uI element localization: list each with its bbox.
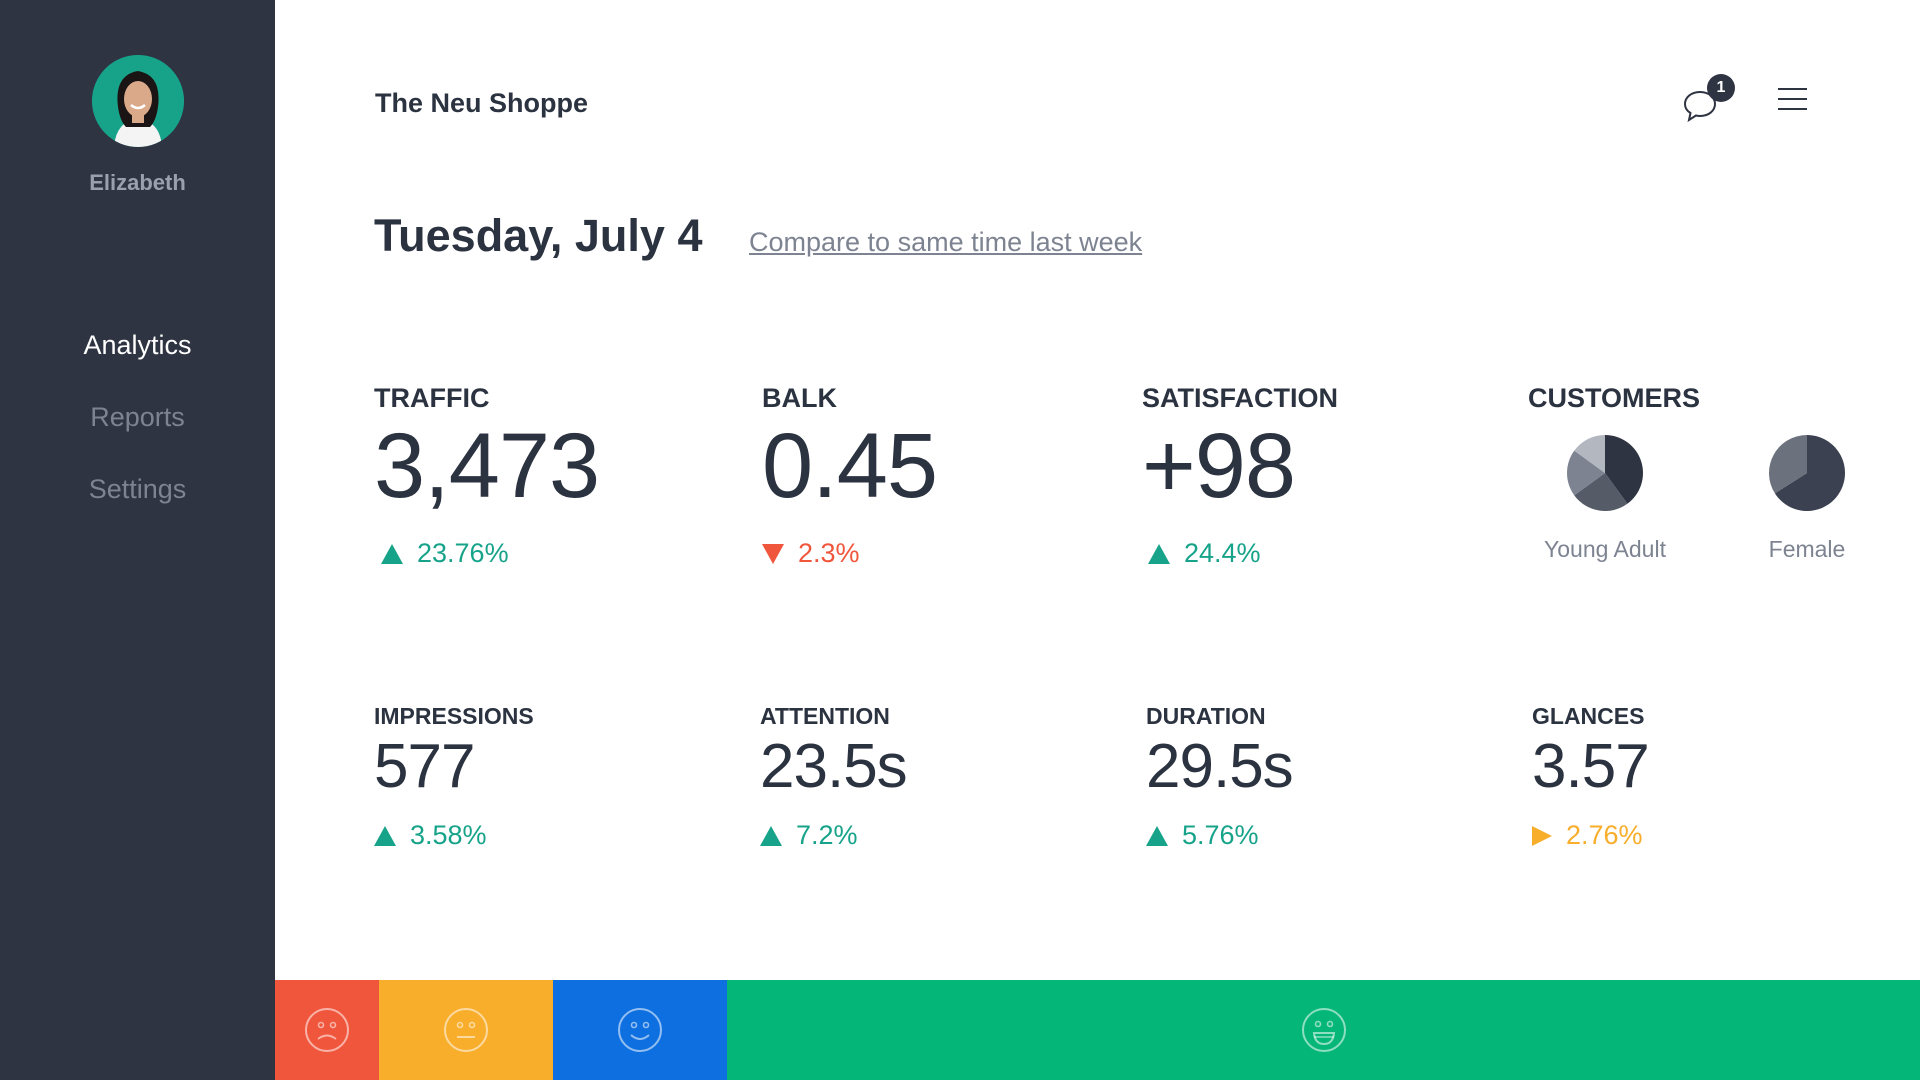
- metric-change: 2.76%: [1532, 820, 1649, 851]
- arrow-up-icon: [381, 543, 403, 564]
- arrow-up-icon: [760, 825, 782, 846]
- arrow-down-icon: [762, 543, 784, 564]
- main-content: The Neu Shoppe 1 Tuesday, July 4 Compare…: [275, 0, 1920, 980]
- compare-link[interactable]: Compare to same time last week: [749, 227, 1143, 257]
- metric-duration: DURATION 29.5s 5.76%: [1146, 703, 1294, 851]
- arrow-up-icon: [374, 825, 396, 846]
- metric-label: TRAFFIC: [374, 383, 490, 413]
- metric-label: SATISFACTION: [1142, 383, 1339, 413]
- mood-segment-happy[interactable]: [553, 980, 728, 1080]
- notifications-button[interactable]: 1: [1682, 74, 1735, 128]
- pie-young-adult: Young Adult: [1530, 435, 1680, 563]
- metric-change-value: 23.76%: [417, 538, 509, 568]
- metric-customers: CUSTOMERS: [1528, 383, 1700, 414]
- pie-slice: [1774, 435, 1845, 511]
- metric-label: CUSTOMERS: [1528, 383, 1701, 413]
- metric-value: 23.5s: [760, 732, 908, 801]
- pie-label: Female: [1768, 536, 1846, 562]
- neutral-face-icon: [444, 1008, 489, 1052]
- metric-value: 29.5s: [1146, 732, 1294, 801]
- metric-change-value: 7.2%: [796, 820, 858, 850]
- pie-slice: [1567, 450, 1605, 496]
- page-date: Tuesday, July 4: [374, 210, 703, 261]
- metric-change: 5.76%: [1146, 820, 1293, 851]
- metric-change-value: 3.58%: [410, 820, 487, 850]
- metric-label: BALK: [762, 383, 837, 413]
- pie-slice: [1605, 435, 1643, 504]
- arrow-up-icon: [1148, 543, 1170, 564]
- pie-label: Young Adult: [1544, 536, 1666, 562]
- nav-item-reports[interactable]: Reports: [90, 402, 185, 432]
- metric-value: 577: [374, 732, 475, 801]
- menu-line: [1778, 88, 1807, 90]
- metric-change: 24.4%: [1148, 538, 1338, 569]
- mood-bar: [275, 980, 1920, 1080]
- metric-attention: ATTENTION 23.5s 7.2%: [760, 703, 908, 851]
- nav-item-settings[interactable]: Settings: [88, 474, 187, 504]
- metric-value: 3,473: [374, 415, 600, 517]
- metric-change: 2.3%: [762, 538, 937, 569]
- nav-item-analytics[interactable]: Analytics: [83, 330, 192, 360]
- metric-change-value: 24.4%: [1184, 538, 1261, 568]
- mood-segment-neutral[interactable]: [379, 980, 554, 1080]
- metric-balk: BALK 0.45 2.3%: [762, 383, 938, 569]
- avatar-portrait: [92, 55, 184, 147]
- pie-slice: [1769, 435, 1807, 494]
- metric-change-value: 2.76%: [1566, 820, 1643, 850]
- smile-face-icon: [618, 1008, 663, 1052]
- grin-face-icon: [1301, 1008, 1346, 1052]
- metric-label: IMPRESSIONS: [374, 703, 534, 729]
- menu-line: [1778, 98, 1807, 100]
- metric-glances: GLANCES 3.57 2.76%: [1532, 703, 1650, 851]
- metric-label: DURATION: [1146, 703, 1266, 729]
- metric-value: 3.57: [1532, 732, 1650, 801]
- username: Elizabeth: [89, 170, 186, 195]
- pie-female: Female: [1752, 435, 1862, 563]
- shop-name: The Neu Shoppe: [375, 88, 589, 118]
- metric-change-value: 5.76%: [1182, 820, 1259, 850]
- metric-change: 23.76%: [381, 538, 599, 569]
- menu-line: [1778, 108, 1807, 110]
- sad-face-icon: [305, 1008, 350, 1052]
- pie-slice: [1574, 473, 1628, 511]
- notification-badge: 1: [1707, 74, 1735, 102]
- metric-traffic: TRAFFIC 3,473 23.76%: [374, 383, 600, 569]
- metric-change: 7.2%: [760, 820, 907, 851]
- metric-satisfaction: SATISFACTION +98 24.4%: [1142, 383, 1338, 569]
- metric-change-value: 2.3%: [798, 538, 860, 568]
- pie-chart-young-adult: [1567, 435, 1643, 511]
- sidebar: Elizabeth Analytics Reports Settings: [0, 0, 275, 1080]
- sidebar-nav: Analytics Reports Settings: [0, 325, 275, 541]
- customer-pies: Young Adult Female: [1530, 435, 1920, 585]
- metric-value: +98: [1142, 415, 1296, 517]
- mood-segment-very-happy[interactable]: [727, 980, 1920, 1080]
- mood-segment-sad[interactable]: [275, 980, 380, 1080]
- metric-label: ATTENTION: [760, 703, 890, 729]
- metric-change: 3.58%: [374, 820, 534, 851]
- avatar[interactable]: [92, 55, 184, 147]
- pie-slice: [1574, 435, 1605, 473]
- arrow-right-icon: [1532, 825, 1552, 846]
- metric-impressions: IMPRESSIONS 577 3.58%: [374, 703, 534, 851]
- metric-value: 0.45: [762, 415, 938, 517]
- chat-bubble-icon: [1683, 90, 1717, 123]
- arrow-up-icon: [1146, 825, 1168, 846]
- hamburger-menu-icon[interactable]: [1778, 88, 1818, 118]
- pie-chart-female: [1769, 435, 1845, 511]
- metric-label: GLANCES: [1532, 703, 1645, 729]
